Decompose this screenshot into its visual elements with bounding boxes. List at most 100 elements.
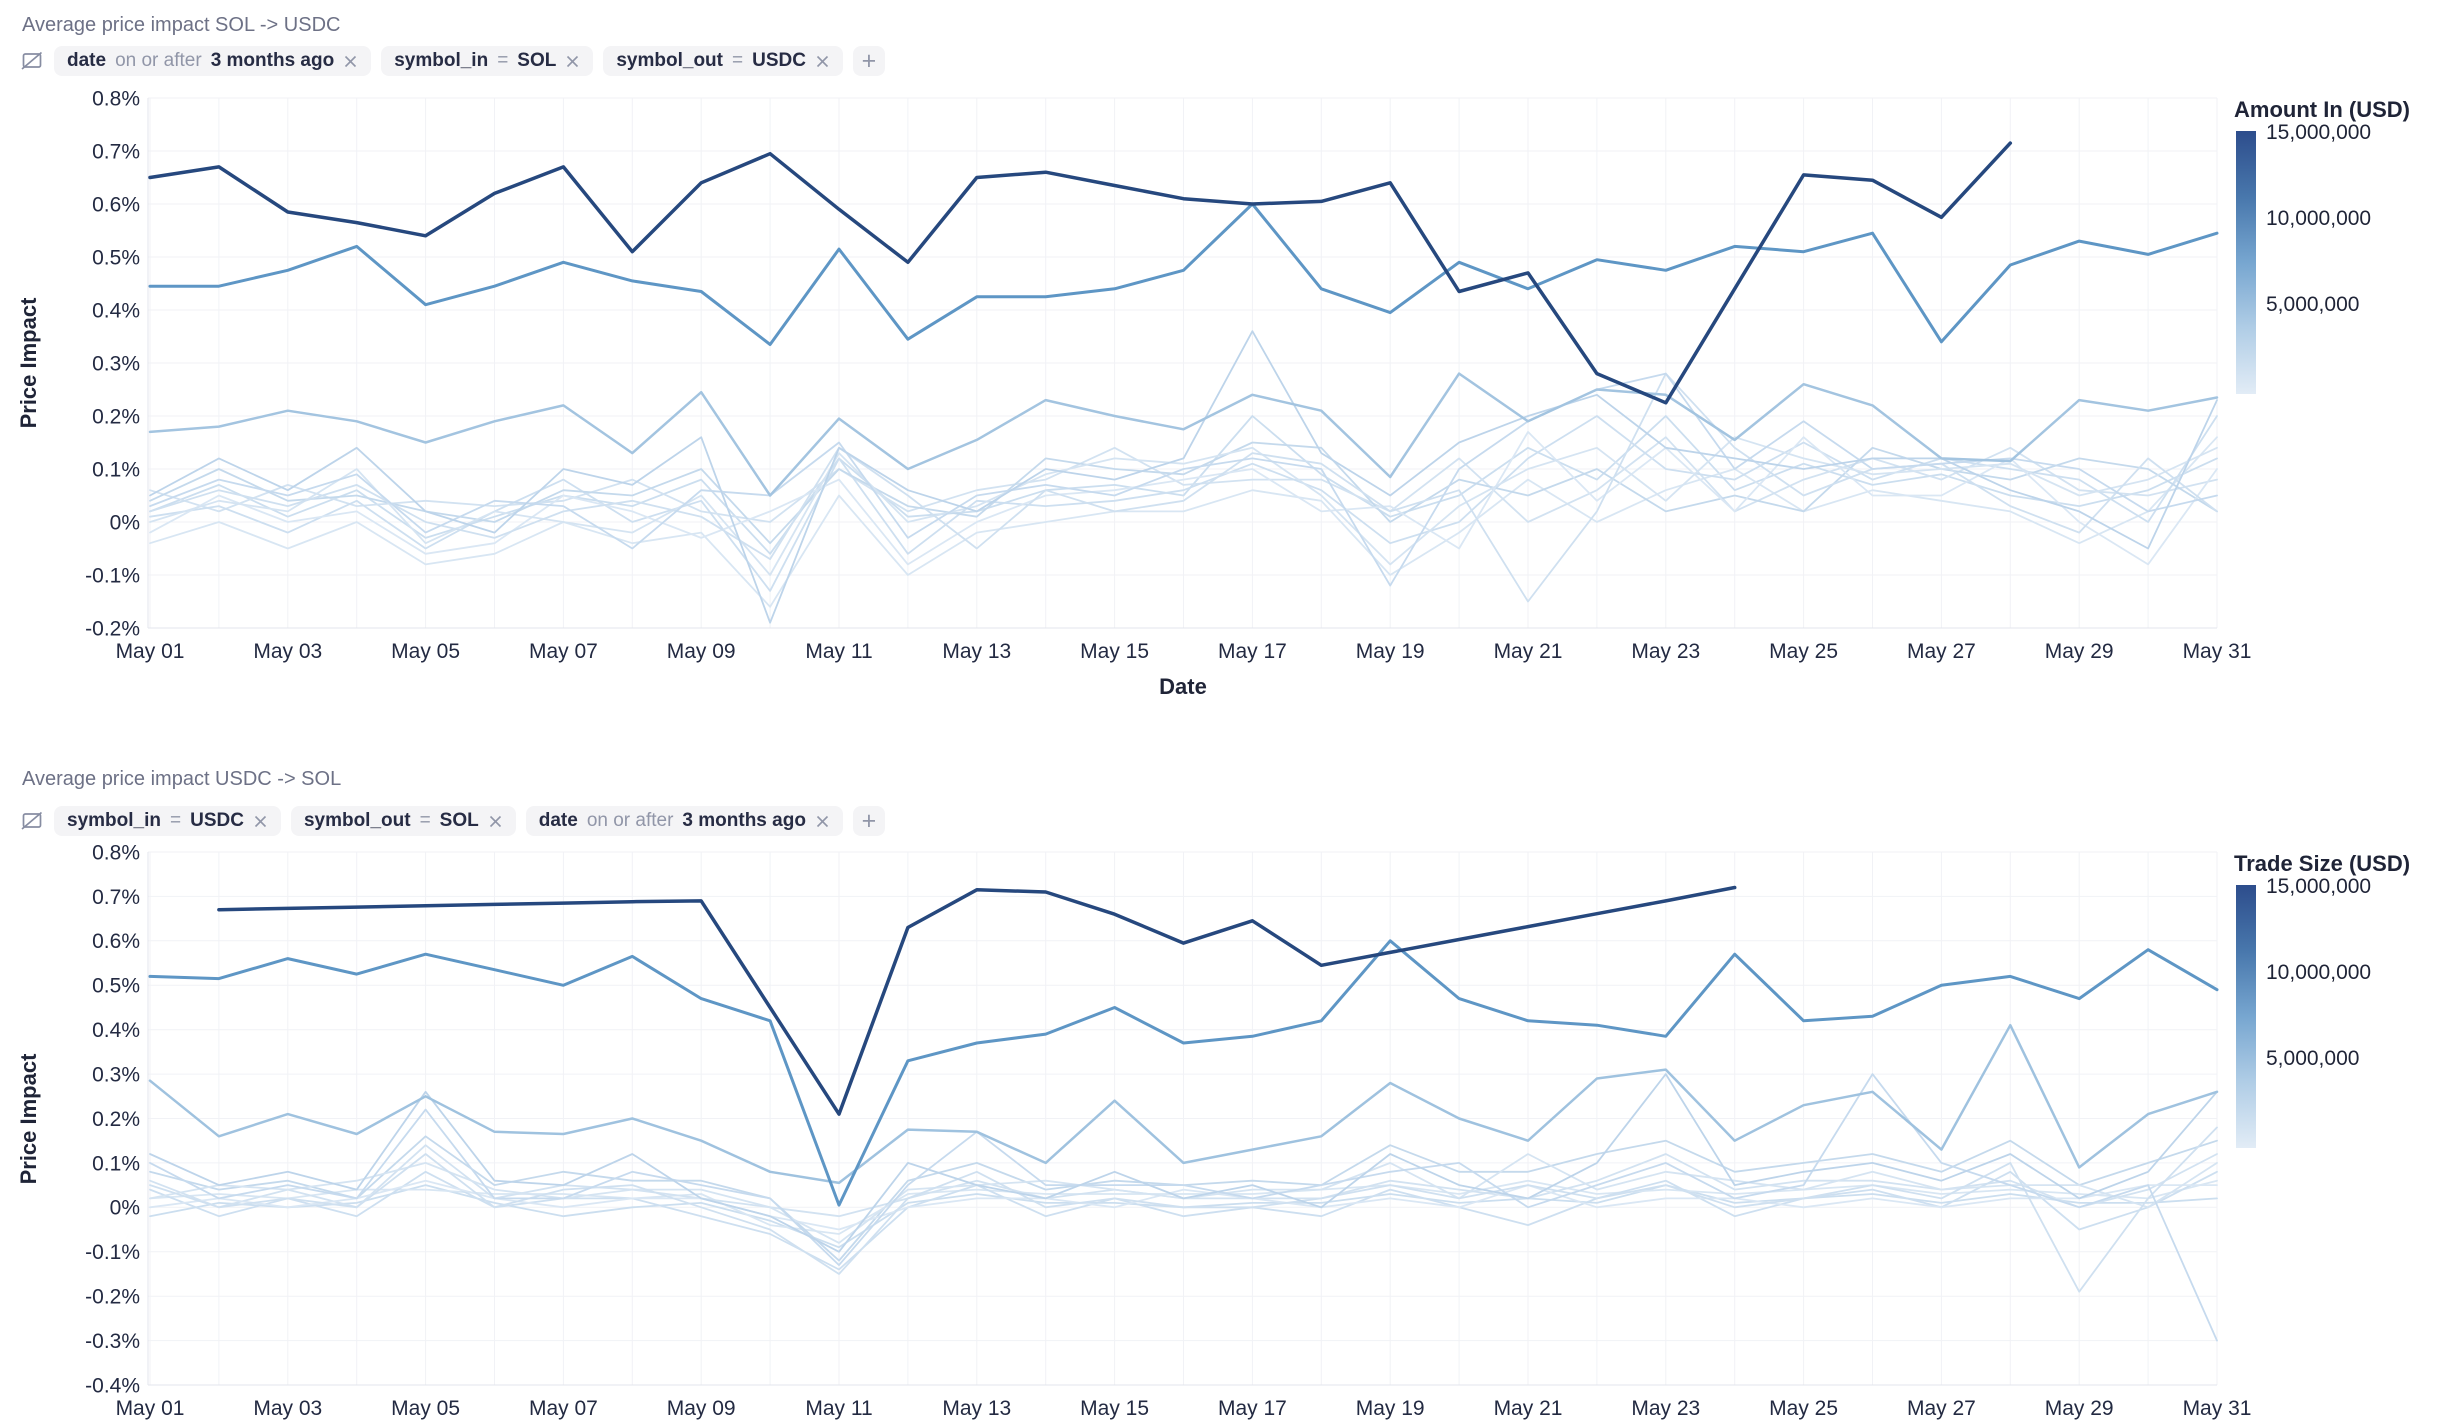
remove-filter-icon[interactable] (565, 54, 580, 69)
series-line-size-5000000[interactable] (148, 1023, 2219, 1185)
x-tick-label: May 17 (1218, 640, 1287, 663)
remove-filter-icon[interactable] (253, 814, 268, 829)
series-line-size-15000000[interactable] (217, 885, 1737, 1116)
series-line-size-small-3[interactable] (149, 1126, 2218, 1293)
y-tick-label: 0.8% (92, 841, 140, 864)
y-tick-label: -0.4% (85, 1374, 140, 1397)
x-tick-label: May 31 (2183, 640, 2252, 663)
chart2-filter-bar: symbol_in = USDC symbol_out = SOL date o… (20, 806, 885, 836)
series-line-size-small-2[interactable] (149, 1073, 2218, 1342)
remove-filter-icon[interactable] (815, 54, 830, 69)
filter-chip-symbol-out[interactable]: symbol_out = SOL (290, 806, 516, 836)
filter-field: symbol_out (616, 50, 723, 71)
filter-chip-symbol-out[interactable]: symbol_out = USDC (603, 46, 843, 76)
legend-label: 10,000,000 (2266, 207, 2372, 230)
filter-chip-date[interactable]: date on or after 3 months ago (525, 806, 843, 836)
filter-field: date (67, 50, 107, 71)
x-tick-label: May 05 (391, 640, 460, 663)
remove-filter-icon[interactable] (343, 54, 358, 69)
filter-chip-symbol-in[interactable]: symbol_in = SOL (381, 46, 594, 76)
add-filter-button[interactable]: + (852, 46, 885, 76)
x-tick-label: May 03 (253, 1397, 322, 1420)
series-line-amount-small-9[interactable] (149, 436, 2218, 608)
filter-screen-icon (21, 51, 43, 70)
legend-label: 5,000,000 (2266, 293, 2360, 316)
x-tick-label: May 15 (1080, 1397, 1149, 1420)
legend-gradient-bar (2236, 131, 2256, 394)
x-axis-title: Date (1159, 674, 1207, 699)
filter-field: symbol_in (394, 50, 489, 71)
legend-label: 5,000,000 (2266, 1047, 2360, 1070)
y-tick-label: 0.4% (92, 299, 140, 322)
y-tick-label: 0.6% (92, 930, 140, 953)
filter-operator: = (731, 50, 744, 71)
y-tick-label: 0.7% (92, 886, 140, 909)
legend-title: Trade Size (USD) (2234, 851, 2411, 876)
x-tick-label: May 05 (391, 1397, 460, 1420)
series-line-amount-small-6[interactable] (149, 441, 2218, 545)
series-line-amount-15000000[interactable] (148, 141, 2013, 405)
x-tick-label: May 13 (942, 640, 1011, 663)
filter-operator: on or after (115, 50, 202, 71)
filter-value: USDC (190, 810, 244, 831)
y-tick-label: -0.1% (85, 1241, 140, 1264)
chart2-title: Average price impact USDC -> SOL (22, 768, 342, 790)
chart1-title: Average price impact SOL -> USDC (22, 14, 341, 36)
filter-value: SOL (439, 810, 479, 831)
x-tick-label: May 23 (1631, 640, 1700, 663)
series-line-amount-small-4[interactable] (149, 436, 2218, 576)
add-filter-button[interactable]: + (852, 806, 885, 836)
x-tick-label: May 21 (1494, 640, 1563, 663)
filter-chip-symbol-in[interactable]: symbol_in = USDC (54, 806, 281, 836)
series-line-amount-small-5[interactable] (149, 430, 2218, 566)
y-tick-label: 0.1% (92, 458, 140, 481)
y-tick-label: 0.3% (92, 1063, 140, 1086)
y-tick-label: 0% (110, 511, 140, 534)
series-line-size-10000000[interactable] (148, 939, 2219, 1207)
legend-label: 10,000,000 (2266, 961, 2372, 984)
series-line-amount-5000000[interactable] (148, 372, 2219, 497)
y-tick-label: 0.4% (92, 1019, 140, 1042)
legend-label: 15,000,000 (2266, 121, 2372, 144)
filter-value: 3 months ago (682, 810, 806, 831)
filter-chip-date[interactable]: date on or after 3 months ago (54, 46, 372, 76)
remove-filter-icon[interactable] (488, 814, 503, 829)
x-tick-label: May 03 (253, 640, 322, 663)
x-tick-label: May 19 (1356, 640, 1425, 663)
chart1-color-legend: Amount In (USD) 15,000,000 10,000,000 5,… (2234, 97, 2434, 401)
y-tick-label: 0.8% (92, 87, 140, 110)
x-tick-label: May 07 (529, 640, 598, 663)
filter-value: USDC (752, 50, 806, 71)
y-tick-label: 0.3% (92, 352, 140, 375)
filter-operator: on or after (586, 810, 674, 831)
filter-operator: = (169, 810, 182, 831)
x-tick-label: May 25 (1769, 640, 1838, 663)
x-tick-label: May 29 (2045, 640, 2114, 663)
y-tick-label: 0.7% (92, 140, 140, 163)
x-tick-label: May 01 (116, 1397, 185, 1420)
filter-field: date (538, 810, 578, 831)
y-tick-label: 0.1% (92, 1152, 140, 1175)
legend-label: 15,000,000 (2266, 875, 2372, 898)
x-tick-label: May 11 (805, 1397, 872, 1420)
series-line-amount-small-10[interactable] (149, 415, 2218, 555)
x-tick-label: May 29 (2045, 1397, 2114, 1420)
x-tick-label: May 13 (942, 1397, 1011, 1420)
x-tick-label: May 01 (116, 640, 185, 663)
x-tick-label: May 27 (1907, 1397, 1976, 1420)
series-line-amount-small-1[interactable] (149, 330, 2218, 624)
x-tick-label: May 11 (805, 640, 872, 663)
filter-screen-icon (21, 811, 43, 830)
remove-filter-icon[interactable] (815, 814, 830, 829)
series-line-amount-10000000[interactable] (148, 202, 2219, 346)
series-line-amount-small-2[interactable] (149, 372, 2218, 587)
x-tick-label: May 09 (667, 640, 736, 663)
y-tick-label: 0% (110, 1197, 140, 1220)
filter-operator: = (497, 50, 509, 71)
x-tick-label: May 21 (1494, 1397, 1563, 1420)
y-tick-label: 0.6% (92, 193, 140, 216)
series-line-size-small-1[interactable] (149, 1073, 2218, 1253)
x-tick-label: May 25 (1769, 1397, 1838, 1420)
x-tick-label: May 31 (2183, 1397, 2252, 1420)
